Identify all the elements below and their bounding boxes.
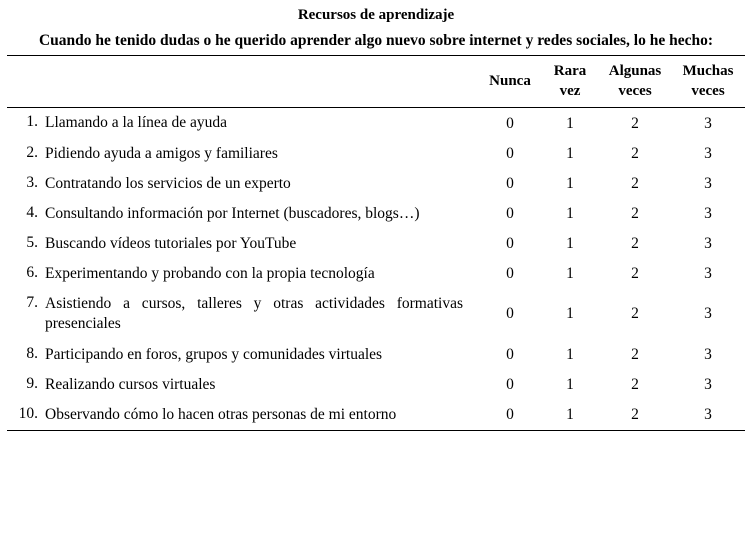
row-label: Observando cómo lo hacen otras personas … bbox=[43, 399, 479, 431]
row-label: Pidiendo ayuda a amigos y familiares bbox=[45, 144, 278, 162]
rating-value: 0 bbox=[506, 144, 514, 162]
column-header-algunas-veces: Algunas veces bbox=[599, 55, 671, 109]
rating-value: 1 bbox=[566, 204, 574, 222]
row-number: 6. bbox=[26, 264, 38, 282]
rating-value: 1 bbox=[566, 345, 574, 363]
rating-value: 3 bbox=[704, 144, 712, 162]
header-row: Nunca Rara vez Algunas veces Muchas vece… bbox=[7, 55, 745, 109]
rating-value: 0 bbox=[506, 375, 514, 393]
rating-value: 2 bbox=[631, 144, 639, 162]
row-label: Buscando vídeos tutoriales por YouTube bbox=[45, 235, 297, 252]
rating-value: 1 bbox=[566, 235, 574, 253]
rating-value: 2 bbox=[631, 305, 639, 323]
ratings-table: Nunca Rara vez Algunas veces Muchas vece… bbox=[7, 55, 745, 431]
table-row: 9. Realizando cursos virtuales 0 1 2 3 bbox=[7, 370, 745, 400]
table-row: 2. Pidiendo ayuda a amigos y familiares 0 1… bbox=[7, 139, 745, 169]
page-subtitle: Cuando he tenido dudas o he querido apre… bbox=[38, 31, 713, 49]
row-label: Realizando cursos virtuales bbox=[45, 375, 216, 393]
rating-value: 3 bbox=[671, 399, 745, 431]
rating-value: 2 bbox=[631, 345, 639, 363]
rating-value: 1 bbox=[541, 399, 599, 431]
rating-value: 2 bbox=[631, 114, 639, 132]
table-header: Nunca Rara vez Algunas veces Muchas vece… bbox=[7, 55, 745, 109]
table-body: 1. Llamando a la línea de ayuda 0 1 2 3 2. Pidi… bbox=[7, 108, 745, 431]
rating-value: 3 bbox=[704, 375, 712, 393]
table-row: 3. Contratando los servicios de un expert… bbox=[7, 169, 745, 199]
row-label: Experimentando y probando con la propia … bbox=[45, 265, 375, 283]
rating-value: 1 bbox=[566, 305, 574, 323]
rating-value: 2 bbox=[631, 235, 639, 253]
table-row: 1. Llamando a la línea de ayuda 0 1 2 3 bbox=[7, 108, 745, 139]
rating-value: 1 bbox=[566, 174, 574, 192]
table-row: 4. Consultando información por Internet (… bbox=[7, 199, 745, 229]
column-header-rara-vez: Rara vez bbox=[541, 55, 599, 109]
rating-value: 2 bbox=[631, 375, 639, 393]
row-number: 7. bbox=[26, 294, 38, 312]
rating-value: 2 bbox=[631, 265, 639, 283]
rating-value: 3 bbox=[704, 305, 712, 323]
rating-value: 3 bbox=[704, 174, 712, 192]
rating-value: 3 bbox=[704, 204, 712, 222]
row-number: 10. bbox=[7, 399, 43, 431]
row-number: 3. bbox=[26, 173, 38, 191]
row-number: 9. bbox=[26, 374, 38, 392]
rating-value: 3 bbox=[704, 235, 712, 253]
column-header-nunca: Nunca bbox=[479, 55, 541, 109]
row-number: 1. bbox=[26, 113, 38, 131]
table-row: 8. Participando en foros, grupos y comuni… bbox=[7, 340, 745, 370]
row-number: 8. bbox=[26, 344, 38, 362]
row-label: Asistiendo a cursos, talleres y otras ac… bbox=[45, 295, 463, 333]
rating-value: 3 bbox=[704, 345, 712, 363]
rating-value: 0 bbox=[506, 265, 514, 283]
rating-value: 3 bbox=[704, 265, 712, 283]
row-number: 2. bbox=[26, 143, 38, 161]
row-label: Llamando a la línea de ayuda bbox=[45, 114, 228, 132]
rating-value: 0 bbox=[506, 235, 514, 253]
row-number: 5. bbox=[26, 234, 38, 251]
table-row: 10. Observando cómo lo hacen otras person… bbox=[7, 399, 745, 431]
row-number: 4. bbox=[26, 203, 38, 221]
rating-value: 0 bbox=[506, 114, 514, 132]
page-title: Recursos de aprendizaje bbox=[297, 7, 455, 23]
row-label: Consultando información por Internet (bu… bbox=[45, 204, 420, 222]
table-row: 7. Asistiendo a cursos, talleres y otras … bbox=[7, 289, 745, 339]
row-label: Contratando los servicios de un experto bbox=[45, 174, 291, 192]
rating-value: 1 bbox=[566, 114, 574, 132]
rating-value: 2 bbox=[631, 204, 639, 222]
rating-value: 0 bbox=[506, 305, 514, 323]
rating-value: 3 bbox=[704, 114, 712, 132]
column-header-muchas-veces: Muchas veces bbox=[671, 55, 745, 109]
rating-value: 0 bbox=[506, 174, 514, 192]
item-column-header bbox=[7, 55, 479, 109]
rating-value: 2 bbox=[631, 174, 639, 192]
rating-value: 2 bbox=[599, 399, 671, 431]
row-label: Participando en foros, grupos y comunida… bbox=[45, 345, 383, 363]
rating-value: 1 bbox=[566, 375, 574, 393]
table-row: 5. Buscando vídeos tutoriales por YouTube… bbox=[7, 229, 745, 259]
table-row: 6. Experimentando y probando con la propi… bbox=[7, 259, 745, 289]
rating-value: 0 bbox=[479, 399, 541, 431]
rating-value: 1 bbox=[566, 144, 574, 162]
rating-value: 0 bbox=[506, 345, 514, 363]
rating-value: 1 bbox=[566, 265, 574, 283]
rating-value: 0 bbox=[506, 204, 514, 222]
